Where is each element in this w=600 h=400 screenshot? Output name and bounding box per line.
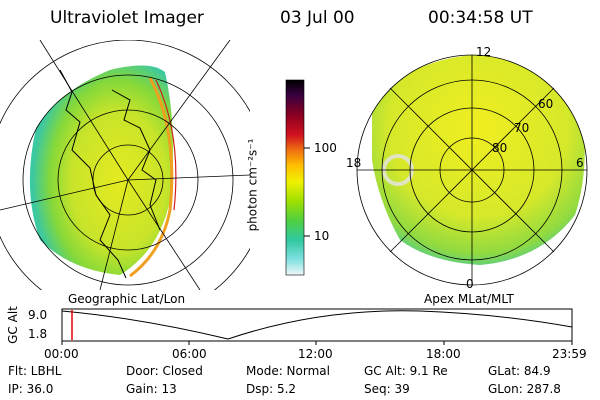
colorbar-tick-100: 100 [314,141,337,155]
geographic-label: Geographic Lat/Lon [68,292,186,306]
mlt-label-0: 0 [466,277,474,291]
time-tick-2359: 23:59 [552,347,587,361]
filter-info: Flt: LBHL [8,364,62,378]
time-tick-0000: 00:00 [44,347,79,361]
mlt-label-12: 12 [476,45,492,59]
colorbar-tick-10: 10 [314,229,330,243]
door-info: Door: Closed [126,364,203,378]
ip-info: IP: 36.0 [8,382,54,396]
time-tick-1200: 12:00 [298,347,333,361]
time-tick-1800: 18:00 [426,347,461,361]
alt-tick-1-8: 1.8 [28,327,48,341]
geographic-image [0,40,250,290]
mode-info: Mode: Normal [246,364,330,378]
gain-info: Gain: 13 [126,382,177,396]
instrument-title: Ultraviolet Imager [50,8,204,28]
date-label: 03 Jul 00 [280,8,355,28]
mlt-label-18: 18 [346,156,362,170]
seq-info: Seq: 39 [364,382,410,396]
colorbar-unit: photon cm⁻²s⁻¹ [245,138,260,232]
alt-tick-9: 9.0 [28,308,48,322]
dsp-info: Dsp: 5.2 [246,382,297,396]
glat-info: GLat: 84.9 [488,364,551,378]
lat-label-70: 70 [514,121,530,135]
lat-label-60: 60 [538,97,554,111]
altitude-plot [61,308,573,345]
lat-label-80: 80 [492,141,508,155]
apex-label: Apex MLat/MLT [424,292,514,306]
mlt-label-6: 6 [576,156,584,170]
time-label: 00:34:58 UT [428,8,533,28]
polar-image [356,54,588,286]
colorbar [285,79,305,276]
time-tick-0600: 06:00 [172,347,207,361]
glon-info: GLon: 287.8 [488,382,561,396]
gc-alt-axis-label: GC Alt [5,306,20,344]
gc-alt-info: GC Alt: 9.1 Re [364,364,448,378]
